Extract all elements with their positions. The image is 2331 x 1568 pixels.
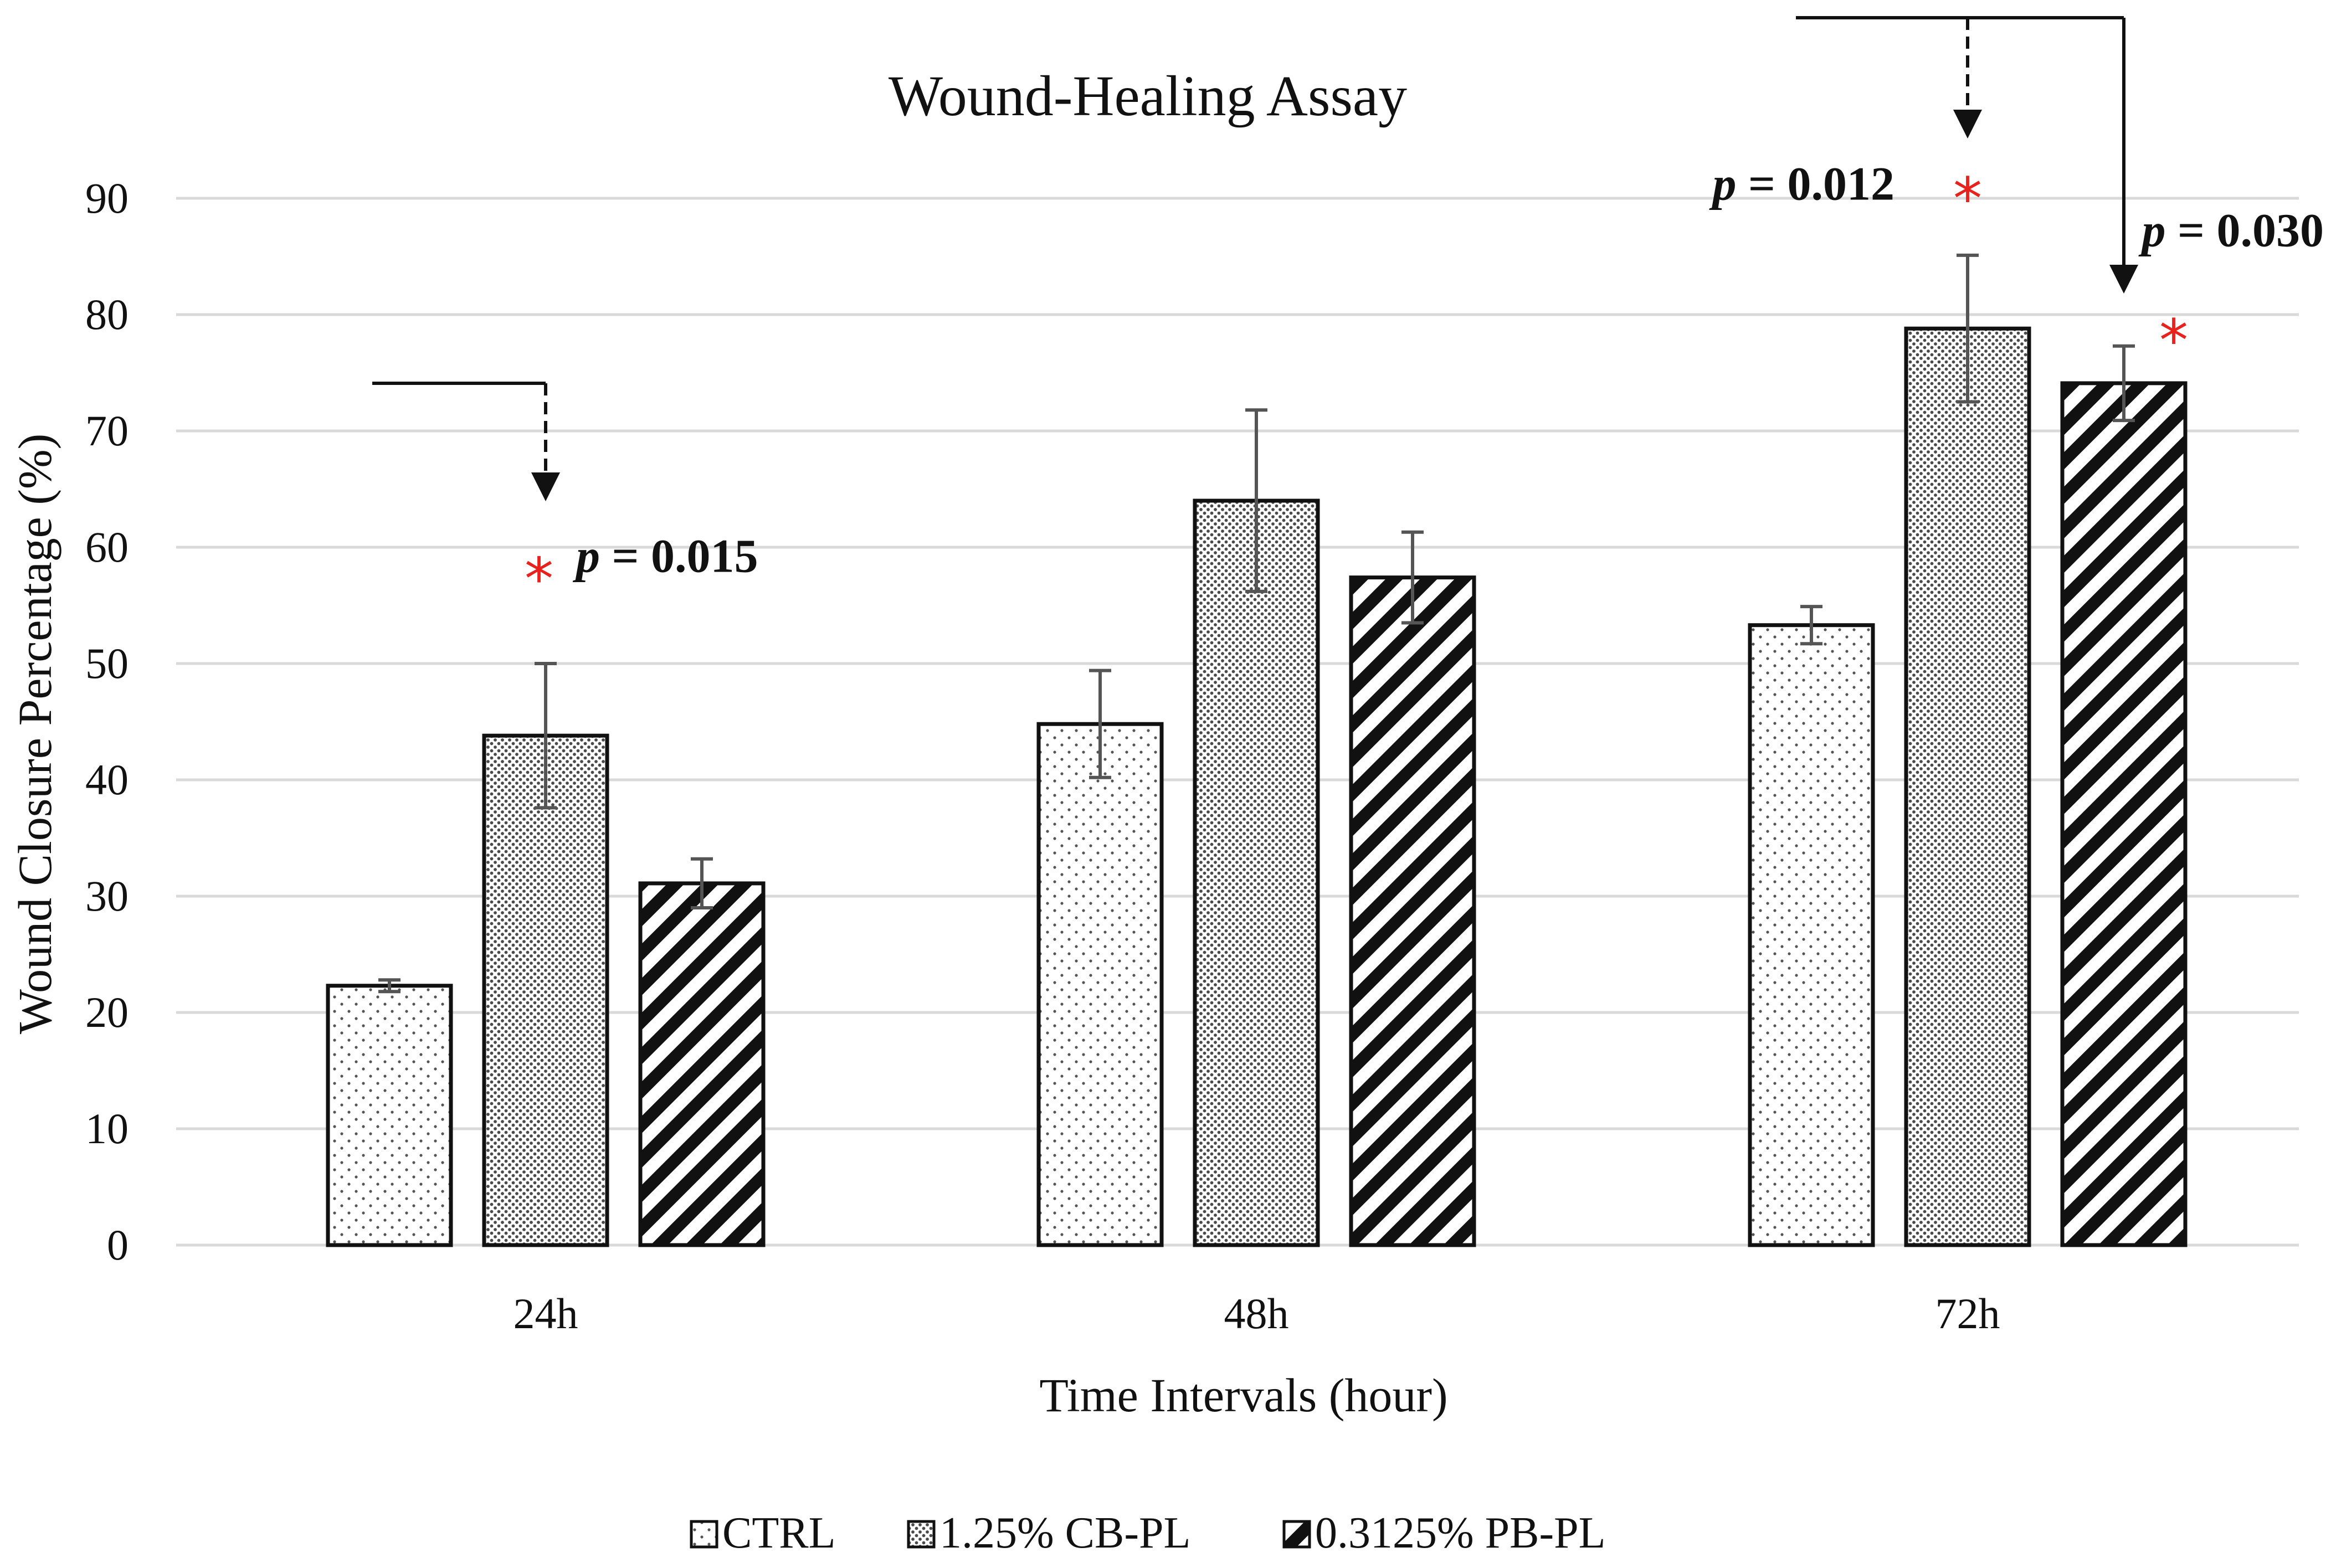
bar: [326, 984, 453, 1247]
significance-star: *: [1953, 165, 1982, 233]
y-tick-label: 70: [85, 407, 129, 455]
bar: [1748, 623, 1875, 1247]
arrow-head: [1953, 110, 1982, 138]
x-tick-label: 72h: [1935, 1289, 2000, 1338]
significance-annotation: * p = 0.030: [1796, 16, 2324, 374]
legend: CTRL 1.25% CB-PL 0.3125% PB-PL: [690, 1509, 1606, 1557]
y-tick-label: 40: [85, 755, 129, 804]
bars: [326, 326, 2188, 1247]
y-tick-label: 80: [85, 290, 129, 338]
p-value-label: p = 0.012: [1708, 157, 1894, 210]
x-axis-label: Time Intervals (hour): [1039, 1369, 1447, 1422]
significance-annotations: * p = 0.015 * p = 0.012 * p = 0.030: [372, 16, 2324, 613]
error-bars: [378, 253, 2135, 994]
y-tick-label: 0: [107, 1221, 129, 1269]
bar: [638, 881, 766, 1247]
x-tick-label: 48h: [1224, 1289, 1289, 1338]
significance-star: *: [525, 546, 553, 613]
p-value-label: p = 0.030: [2138, 204, 2324, 257]
y-axis-ticks: 0 10 20 30 40 50 60 70 80 90: [85, 174, 129, 1269]
y-tick-label: 30: [85, 872, 129, 920]
bar: [482, 733, 609, 1247]
arrow-head: [531, 472, 560, 501]
bar: [1349, 575, 1476, 1247]
legend-item: CTRL: [690, 1509, 835, 1557]
significance-star: *: [2159, 307, 2188, 374]
bar: [1193, 498, 1320, 1247]
legend-item: 0.3125% PB-PL: [1282, 1509, 1606, 1557]
legend-swatch: [1282, 1520, 1311, 1549]
x-axis-ticks: 24h 48h 72h: [514, 1289, 2000, 1338]
x-tick-label: 24h: [514, 1289, 578, 1338]
significance-annotation: * p = 0.015: [372, 382, 758, 613]
bar: [1036, 722, 1164, 1247]
legend-item: 1.25% CB-PL: [907, 1509, 1190, 1557]
legend-swatch: [907, 1520, 936, 1549]
legend-label: CTRL: [722, 1509, 835, 1557]
y-tick-label: 90: [85, 174, 129, 222]
y-tick-label: 10: [85, 1104, 129, 1153]
bar: [1904, 326, 2031, 1247]
legend-label: 0.3125% PB-PL: [1315, 1509, 1606, 1557]
y-tick-label: 60: [85, 523, 129, 571]
y-tick-label: 20: [85, 988, 129, 1036]
significance-annotation: * p = 0.012: [1708, 16, 1982, 233]
p-value-label: p = 0.015: [572, 529, 758, 583]
bar: [2060, 381, 2188, 1247]
y-axis-label: Wound Closure Percentage (%): [8, 434, 61, 1034]
arrow-head: [2109, 265, 2138, 294]
legend-swatch: [690, 1520, 718, 1549]
chart-title: Wound-Healing Assay: [889, 64, 1407, 128]
y-tick-label: 50: [85, 639, 129, 687]
legend-label: 1.25% CB-PL: [939, 1509, 1190, 1557]
